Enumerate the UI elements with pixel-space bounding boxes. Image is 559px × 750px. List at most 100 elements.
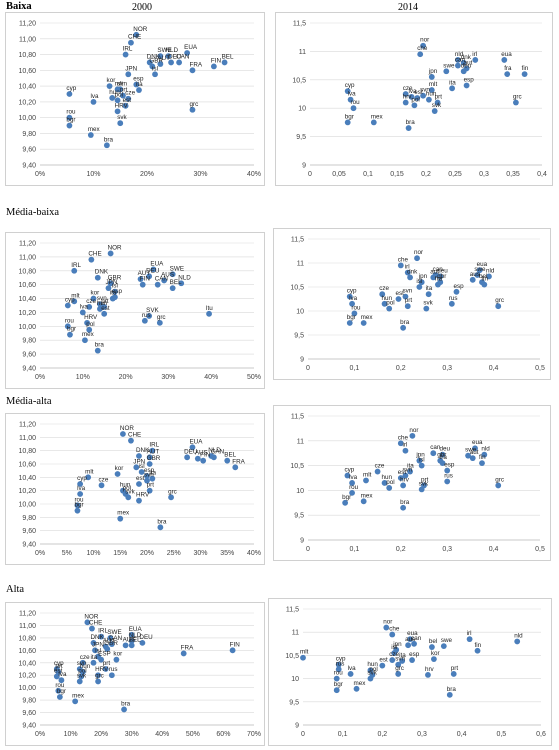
point-label: CHE bbox=[128, 432, 141, 439]
scatter-point bbox=[114, 471, 121, 477]
y-tick-label: 9,80 bbox=[22, 515, 36, 522]
scatter-point bbox=[79, 309, 86, 316]
scatter-point bbox=[125, 71, 132, 78]
point-label: IRL bbox=[149, 442, 159, 449]
point-label: svn bbox=[420, 87, 430, 94]
point-label: can bbox=[430, 444, 441, 451]
scatter-point bbox=[416, 457, 423, 464]
scatter-point bbox=[128, 642, 135, 649]
scatter-point bbox=[469, 276, 476, 283]
year-header-2000: 2000 bbox=[132, 2, 152, 13]
scatter-point bbox=[102, 643, 109, 650]
scatter-point bbox=[381, 300, 388, 307]
point-label: mex bbox=[371, 113, 384, 120]
scatter-point bbox=[418, 279, 425, 286]
scatter-point bbox=[128, 437, 134, 444]
point-label: DNK bbox=[136, 447, 150, 454]
point-label: CAN bbox=[155, 276, 169, 283]
point-label: hun bbox=[426, 91, 437, 98]
point-label: ita bbox=[91, 654, 98, 661]
point-label: mlt bbox=[300, 649, 309, 656]
y-tick-label: 10,60 bbox=[18, 462, 36, 469]
point-label: ita bbox=[399, 652, 406, 659]
scatter-point bbox=[144, 477, 150, 484]
scatter-point bbox=[407, 468, 413, 475]
point-label: kor bbox=[113, 651, 122, 658]
scatter-point bbox=[402, 99, 409, 106]
scatter-point bbox=[411, 102, 418, 109]
y-tick-label: 11,20 bbox=[19, 21, 36, 28]
point-label: bra bbox=[400, 319, 410, 326]
point-label: grc bbox=[495, 297, 504, 304]
scatter-point bbox=[370, 119, 377, 126]
point-label: can bbox=[433, 266, 444, 273]
point-label: NOR bbox=[108, 244, 122, 251]
scatter-point bbox=[120, 92, 126, 99]
scatter-point bbox=[64, 302, 71, 309]
scatter-point bbox=[346, 320, 353, 326]
scatter-point bbox=[157, 53, 164, 60]
point-label: GBR bbox=[147, 455, 161, 462]
x-tick-label: 0% bbox=[35, 550, 45, 557]
point-label: mex bbox=[88, 126, 101, 133]
scatter-point bbox=[495, 482, 502, 489]
y-tick-label: 10 bbox=[298, 106, 306, 113]
scatter-point bbox=[474, 647, 481, 654]
y-tick-label: 11,5 bbox=[291, 414, 304, 421]
scatter-point bbox=[431, 108, 438, 114]
scatter-point bbox=[402, 472, 409, 479]
point-label: SWE bbox=[170, 265, 184, 272]
y-tick-label: 10,80 bbox=[18, 635, 36, 642]
scatter-point bbox=[486, 273, 492, 280]
scatter-point bbox=[400, 324, 407, 331]
scatter-point bbox=[481, 451, 488, 458]
x-tick-label: 70% bbox=[247, 731, 261, 738]
point-label: bra bbox=[104, 136, 114, 143]
scatter-point bbox=[397, 475, 404, 481]
scatter-point bbox=[411, 640, 417, 647]
scatter-point bbox=[141, 317, 148, 324]
point-label: lva bbox=[58, 671, 67, 678]
scatter-point bbox=[178, 280, 185, 287]
y-tick-label: 9,5 bbox=[296, 134, 306, 141]
scatter-point bbox=[149, 63, 156, 70]
scatter-point bbox=[449, 85, 455, 92]
point-label: esp bbox=[133, 76, 144, 83]
point-label: est bbox=[123, 97, 132, 104]
y-tick-label: 10,00 bbox=[18, 685, 36, 692]
point-label: bgr bbox=[74, 502, 83, 509]
scatter-point bbox=[136, 453, 142, 459]
x-tick-label: 10% bbox=[86, 171, 100, 178]
scatter-point bbox=[513, 99, 519, 106]
point-label: nld bbox=[486, 267, 495, 274]
scatter-point bbox=[94, 274, 101, 281]
point-label: cze bbox=[389, 651, 399, 658]
scatter-point bbox=[122, 102, 129, 109]
point-label: cyp bbox=[77, 475, 87, 482]
scatter-point bbox=[136, 87, 142, 93]
y-tick-label: 10,20 bbox=[18, 488, 36, 495]
scatter-point bbox=[157, 524, 164, 531]
y-tick-label: 10,60 bbox=[18, 68, 36, 75]
point-label: bgr bbox=[57, 688, 66, 695]
scatter-point bbox=[200, 457, 207, 464]
y-tick-label: 9,80 bbox=[22, 698, 36, 705]
y-tick-label: 10,5 bbox=[285, 653, 299, 660]
x-tick-label: 0 bbox=[308, 171, 312, 178]
point-label: dnk bbox=[461, 54, 472, 61]
scatter-point bbox=[367, 667, 374, 674]
x-tick-label: 0% bbox=[35, 731, 45, 738]
y-tick-label: 9,60 bbox=[22, 528, 36, 535]
y-tick-label: 9,60 bbox=[22, 710, 36, 717]
point-label: aut bbox=[430, 268, 439, 275]
scatter-point bbox=[399, 658, 406, 664]
x-tick-label: 0,3 bbox=[442, 365, 452, 372]
y-tick-label: 10,40 bbox=[18, 84, 36, 91]
point-label: FIN bbox=[230, 641, 241, 648]
scatter-point bbox=[128, 638, 135, 644]
y-tick-label: 11 bbox=[292, 630, 299, 637]
scatter-point bbox=[86, 303, 93, 310]
point-label: isl bbox=[95, 648, 101, 655]
point-label: nld bbox=[514, 632, 523, 639]
scatter-point bbox=[504, 71, 511, 78]
